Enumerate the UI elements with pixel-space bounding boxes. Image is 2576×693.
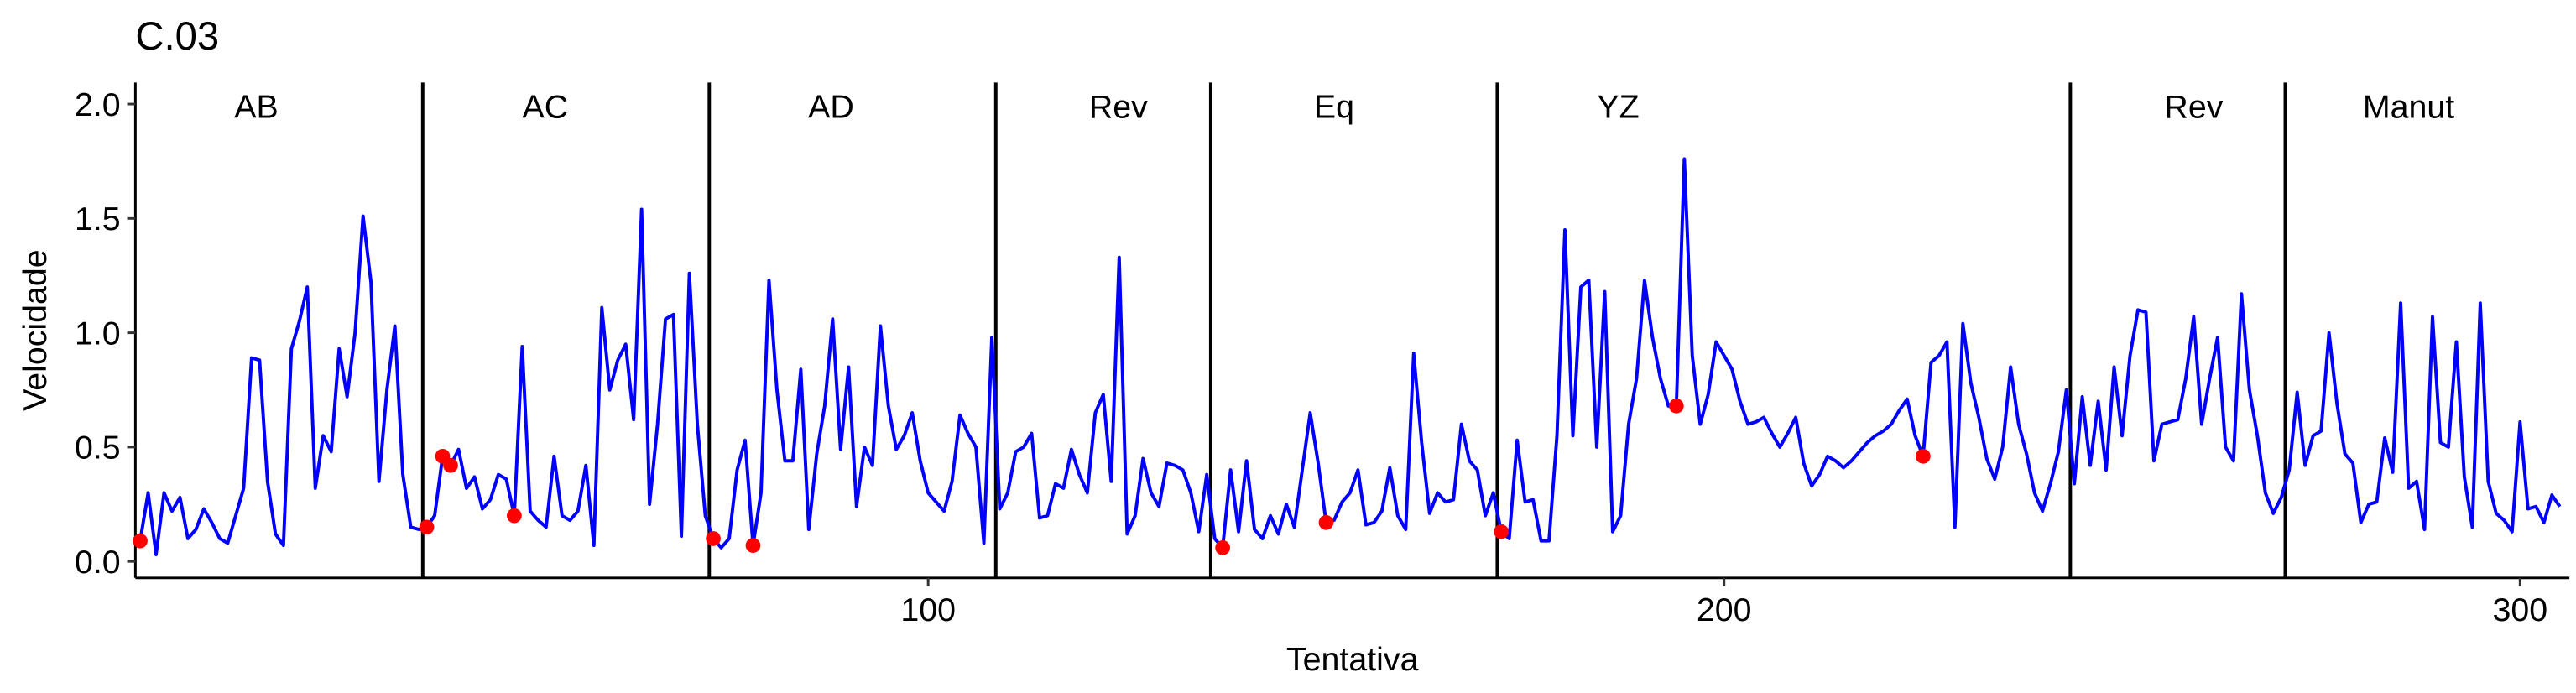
y-tick-label: 0.0 xyxy=(75,544,121,581)
data-point xyxy=(745,538,761,553)
phase-label: Manut xyxy=(2363,89,2454,126)
phase-label: Rev xyxy=(1089,89,1148,126)
data-point xyxy=(1668,398,1684,414)
phase-label: AD xyxy=(808,89,854,126)
phase-label: Eq xyxy=(1314,89,1354,126)
data-point xyxy=(1494,524,1509,539)
data-point xyxy=(706,531,721,546)
phase-label: Rev xyxy=(2164,89,2223,126)
phase-label: AB xyxy=(234,89,278,126)
y-tick-label: 2.0 xyxy=(75,86,121,123)
data-point xyxy=(1318,514,1334,530)
y-axis-title: Velocidade xyxy=(17,249,54,411)
phase-label: AC xyxy=(523,89,569,126)
chart-title: C.03 xyxy=(135,14,219,59)
data-point xyxy=(443,457,458,473)
data-point xyxy=(419,519,435,535)
data-line xyxy=(138,157,2562,556)
y-tick-label: 0.5 xyxy=(75,430,121,466)
x-tick-label: 300 xyxy=(2492,591,2547,628)
data-point xyxy=(1215,539,1230,555)
x-tick-label: 100 xyxy=(900,591,956,628)
x-axis-title: Tentativa xyxy=(1286,641,1419,678)
data-point xyxy=(1916,448,1931,464)
y-tick-label: 1.5 xyxy=(75,201,121,237)
x-tick-label: 200 xyxy=(1697,591,1752,628)
y-tick-label: 1.0 xyxy=(75,315,121,352)
phase-label: YZ xyxy=(1597,89,1639,126)
data-point xyxy=(133,533,148,549)
data-point xyxy=(507,508,522,524)
